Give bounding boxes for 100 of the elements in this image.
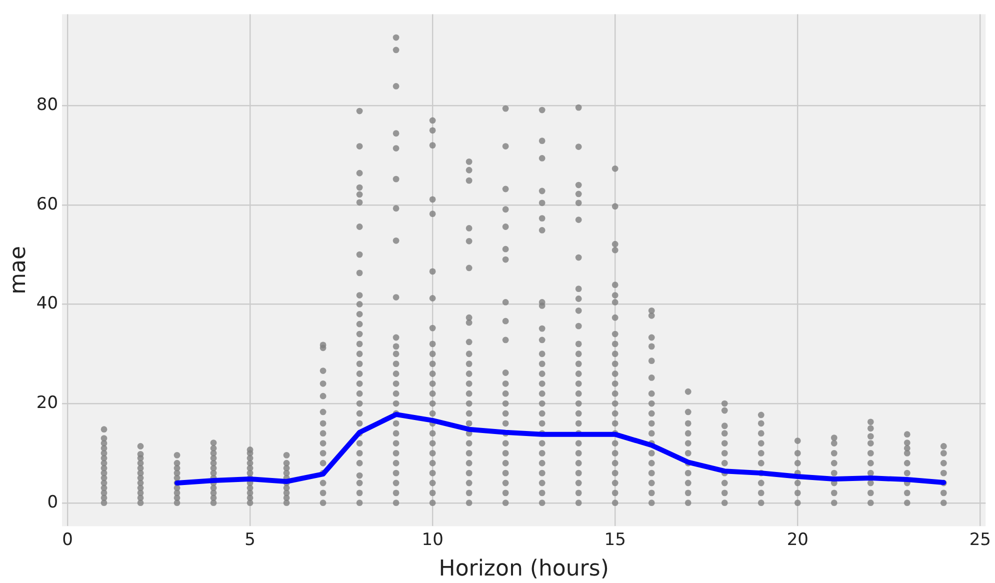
- point: [356, 390, 363, 397]
- point: [904, 440, 910, 446]
- point: [429, 324, 436, 332]
- point: [538, 400, 546, 407]
- point: [429, 360, 436, 368]
- point: [648, 358, 655, 364]
- point: [392, 420, 400, 427]
- point: [392, 500, 400, 506]
- point: [830, 434, 838, 442]
- point: [721, 407, 728, 414]
- point: [429, 196, 436, 203]
- point: [612, 440, 618, 446]
- point: [466, 410, 472, 417]
- point: [758, 450, 764, 456]
- point: [502, 105, 509, 112]
- point: [502, 470, 509, 476]
- point: [538, 410, 546, 417]
- point: [429, 350, 436, 358]
- point: [320, 408, 326, 416]
- point: [867, 490, 874, 496]
- point: [575, 470, 582, 476]
- point: [940, 443, 947, 450]
- point: [538, 460, 546, 466]
- point: [867, 460, 874, 466]
- point: [575, 104, 582, 111]
- point: [100, 435, 108, 442]
- point: [575, 340, 582, 348]
- point: [648, 400, 655, 407]
- point: [466, 338, 472, 346]
- point: [100, 426, 108, 433]
- point: [758, 440, 764, 446]
- point: [940, 460, 947, 466]
- x-tick-label: 25: [969, 530, 991, 550]
- point: [466, 390, 472, 397]
- point: [502, 186, 509, 192]
- point: [612, 500, 618, 506]
- point: [320, 450, 326, 456]
- point: [575, 460, 582, 466]
- point: [575, 200, 582, 206]
- x-tick-label: 0: [62, 530, 73, 550]
- point: [356, 500, 363, 506]
- point: [575, 144, 582, 150]
- point: [392, 430, 400, 437]
- point: [794, 450, 801, 456]
- point: [392, 370, 400, 377]
- point: [210, 440, 217, 446]
- point: [684, 500, 692, 506]
- point: [538, 480, 546, 486]
- point: [684, 480, 692, 486]
- point: [867, 440, 874, 446]
- point: [758, 500, 764, 506]
- point: [429, 450, 436, 456]
- point: [356, 199, 363, 206]
- point: [612, 350, 618, 358]
- point: [612, 292, 618, 298]
- point: [538, 370, 546, 377]
- point: [466, 238, 472, 244]
- point: [904, 431, 910, 438]
- point: [575, 390, 582, 397]
- point: [502, 299, 509, 306]
- point: [356, 410, 363, 417]
- point: [538, 325, 546, 332]
- point: [612, 450, 618, 456]
- point: [320, 440, 326, 446]
- point: [758, 480, 764, 486]
- point: [538, 390, 546, 397]
- point: [466, 420, 472, 427]
- point: [392, 400, 400, 407]
- point: [612, 370, 618, 377]
- point: [356, 460, 363, 466]
- point: [758, 412, 764, 418]
- point: [538, 420, 546, 427]
- point: [794, 438, 801, 444]
- point: [429, 460, 436, 466]
- point: [392, 380, 400, 387]
- point: [356, 472, 363, 479]
- point: [538, 450, 546, 456]
- point: [502, 490, 509, 496]
- point: [466, 370, 472, 377]
- point: [940, 490, 947, 496]
- point: [502, 224, 509, 230]
- point: [429, 380, 436, 387]
- point: [466, 500, 472, 506]
- x-tick-label: 10: [422, 530, 444, 550]
- point: [648, 430, 655, 437]
- point: [575, 420, 582, 427]
- point: [137, 443, 144, 450]
- point: [392, 334, 400, 341]
- point: [612, 400, 618, 407]
- point: [538, 106, 546, 114]
- point: [830, 440, 838, 446]
- point: [538, 215, 546, 222]
- y-tick-label: 60: [36, 194, 58, 214]
- point: [538, 200, 546, 206]
- point: [684, 430, 692, 437]
- point: [721, 430, 728, 437]
- point: [721, 422, 728, 430]
- point: [429, 490, 436, 496]
- point: [502, 410, 509, 417]
- point: [392, 46, 400, 54]
